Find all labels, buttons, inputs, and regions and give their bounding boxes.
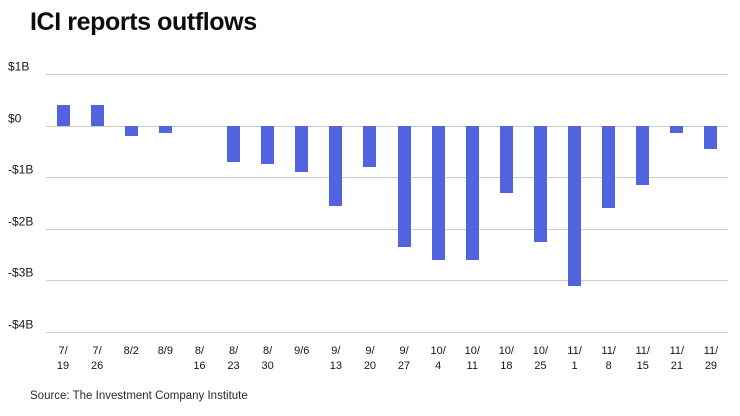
chart: $1B $0 -$1B -$2B -$3B -$4B bbox=[0, 59, 740, 334]
gridline bbox=[46, 177, 728, 179]
x-tick-label: 11/ 8 bbox=[601, 345, 616, 372]
x-tick-label: 7/ 26 bbox=[91, 345, 104, 372]
gridline bbox=[46, 74, 728, 75]
x-tick-label: 10/ 18 bbox=[498, 345, 514, 372]
bar bbox=[227, 125, 241, 162]
bar bbox=[499, 125, 513, 193]
y-tick-label: -$1B bbox=[8, 162, 34, 177]
y-tick-label: -$3B bbox=[8, 265, 34, 280]
bar bbox=[158, 125, 172, 134]
gridline bbox=[46, 125, 728, 127]
bar bbox=[602, 125, 616, 209]
bar bbox=[363, 125, 377, 167]
bar bbox=[704, 125, 718, 149]
bar bbox=[329, 125, 343, 206]
x-tick-label: 9/ 27 bbox=[397, 345, 411, 372]
x-tick-label: 8/ 30 bbox=[261, 345, 274, 372]
bar bbox=[568, 125, 582, 286]
bar bbox=[56, 104, 70, 126]
x-tick-label: 9/ 13 bbox=[329, 345, 342, 372]
x-tick-label: 10/ 25 bbox=[532, 345, 549, 372]
x-tick-label: 8/2 bbox=[123, 345, 139, 357]
x-tick-label: 8/ 16 bbox=[193, 345, 206, 372]
source-note: Source: The Investment Company Institute bbox=[30, 390, 248, 402]
x-tick-label: 7/ 19 bbox=[56, 345, 70, 372]
x-tick-label: 8/9 bbox=[157, 345, 173, 357]
x-tick-label: 11/ 21 bbox=[669, 345, 685, 372]
gridline bbox=[46, 280, 728, 282]
bar bbox=[533, 125, 547, 242]
bar bbox=[90, 104, 104, 126]
x-tick-label: 10/ 4 bbox=[430, 345, 446, 372]
chart-title: ICI reports outflows bbox=[30, 8, 257, 36]
bar bbox=[636, 125, 650, 185]
y-tick-label: $0 bbox=[8, 110, 22, 125]
bar bbox=[261, 125, 275, 165]
bar bbox=[397, 125, 411, 247]
bar bbox=[295, 125, 309, 173]
bar bbox=[431, 125, 445, 260]
y-tick-label: -$4B bbox=[8, 317, 34, 332]
x-axis: 7/ 19 7/ 26 8/2 8/9 8/ 16 8/ 23 8/ 30 9/6 9/ 13 9… bbox=[46, 344, 728, 380]
x-tick-label: 9/6 bbox=[294, 345, 310, 357]
x-tick-label: 11/ 15 bbox=[635, 345, 650, 372]
x-tick-label: 11/ 29 bbox=[703, 345, 719, 372]
bar bbox=[124, 125, 138, 136]
gridline bbox=[46, 228, 728, 230]
y-tick-label: -$2B bbox=[8, 214, 34, 229]
x-tick-label: 10/ 11 bbox=[464, 345, 480, 372]
x-tick-label: 11/ 1 bbox=[567, 345, 582, 372]
x-tick-label: 8/ 23 bbox=[227, 345, 240, 372]
bar bbox=[465, 125, 479, 260]
bar bbox=[670, 125, 684, 134]
y-tick-label: $1B bbox=[8, 59, 30, 74]
gridline bbox=[46, 332, 728, 333]
x-tick-label: 9/ 20 bbox=[363, 345, 377, 372]
plot-area bbox=[46, 74, 728, 333]
